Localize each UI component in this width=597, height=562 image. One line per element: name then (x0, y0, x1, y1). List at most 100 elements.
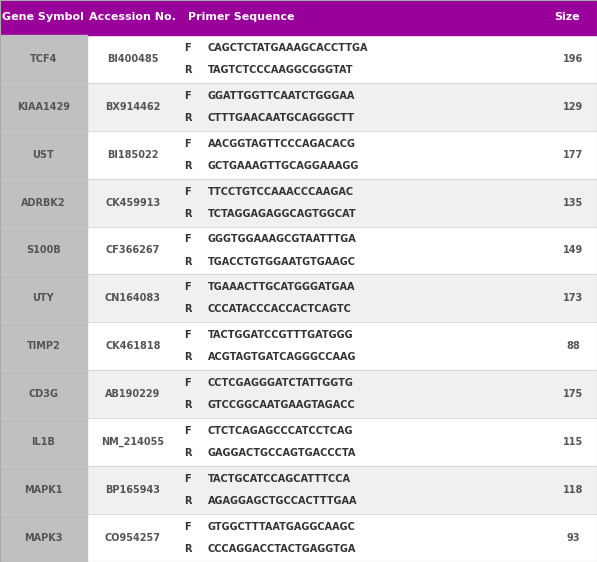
Text: R: R (184, 256, 192, 266)
Text: AGAGGAGCTGCCACTTTGAA: AGAGGAGCTGCCACTTTGAA (208, 496, 357, 506)
Bar (0, 514, 597, 562)
Text: 88: 88 (566, 341, 580, 351)
Text: R: R (184, 544, 192, 554)
Text: CCTCGAGGGATCTATTGGTG: CCTCGAGGGATCTATTGGTG (208, 378, 353, 388)
Text: GTCCGGCAATGAAGTAGACC: GTCCGGCAATGAAGTAGACC (208, 400, 355, 410)
Text: BX914462: BX914462 (105, 102, 161, 112)
Text: F: F (184, 378, 190, 388)
Text: R: R (184, 161, 192, 171)
Bar (0, 179, 597, 226)
Text: UST: UST (32, 149, 54, 160)
Text: CF366267: CF366267 (106, 246, 160, 256)
Text: 115: 115 (563, 437, 583, 447)
Text: 129: 129 (563, 102, 583, 112)
Text: GAGGACTGCCAGTGACCCTA: GAGGACTGCCAGTGACCCTA (208, 448, 356, 458)
Text: TIMP2: TIMP2 (26, 341, 60, 351)
Text: 118: 118 (563, 485, 583, 495)
Text: NM_214055: NM_214055 (101, 437, 164, 447)
Bar (0, 466, 597, 514)
Bar (0, 370, 597, 418)
Text: F: F (184, 426, 190, 436)
Bar (0, 323, 597, 370)
Text: CK459913: CK459913 (105, 198, 161, 207)
Text: CK461818: CK461818 (105, 341, 161, 351)
Bar (0, 83, 87, 131)
Text: CTCTCAGAGCCCATCCTCAG: CTCTCAGAGCCCATCCTCAG (208, 426, 353, 436)
Text: F: F (184, 282, 190, 292)
Bar (0, 226, 87, 274)
Text: MAPK3: MAPK3 (24, 533, 63, 543)
Text: GGATTGGTTCAATCTGGGAA: GGATTGGTTCAATCTGGGAA (208, 90, 355, 101)
Text: R: R (184, 209, 192, 219)
Bar (0, 35, 597, 83)
Text: TGAAACTTGCATGGGATGAA: TGAAACTTGCATGGGATGAA (208, 282, 355, 292)
Text: MAPK1: MAPK1 (24, 485, 63, 495)
Text: CCCATACCCACCACTCAGTC: CCCATACCCACCACTCAGTC (208, 305, 352, 315)
Text: F: F (184, 474, 190, 484)
Text: CAGCTCTATGAAAGCACCTTGA: CAGCTCTATGAAAGCACCTTGA (208, 43, 368, 53)
Text: F: F (184, 234, 190, 244)
Text: S100B: S100B (26, 246, 61, 256)
Text: R: R (184, 65, 192, 75)
Text: R: R (184, 496, 192, 506)
Text: ACGTAGTGATCAGGGCCAAG: ACGTAGTGATCAGGGCCAAG (208, 352, 356, 362)
Text: TGACCTGTGGAATGTGAAGC: TGACCTGTGGAATGTGAAGC (208, 256, 356, 266)
Text: UTY: UTY (32, 293, 54, 303)
Text: CTTTGAACAATGCAGGGCTT: CTTTGAACAATGCAGGGCTT (208, 113, 355, 123)
Text: BI400485: BI400485 (107, 54, 159, 64)
Text: BI185022: BI185022 (107, 149, 159, 160)
Text: AB190229: AB190229 (105, 389, 161, 399)
Text: R: R (184, 305, 192, 315)
Bar (0, 323, 87, 370)
Bar (0, 0, 597, 35)
Text: TCF4: TCF4 (30, 54, 57, 64)
Text: GTGGCTTTAATGAGGCAAGC: GTGGCTTTAATGAGGCAAGC (208, 522, 356, 532)
Text: CO954257: CO954257 (105, 533, 161, 543)
Text: F: F (184, 139, 190, 148)
Bar (0, 179, 87, 226)
Text: R: R (184, 448, 192, 458)
Bar (0, 418, 597, 466)
Text: TACTGCATCCAGCATTTCCA: TACTGCATCCAGCATTTCCA (208, 474, 351, 484)
Text: IL1B: IL1B (32, 437, 55, 447)
Text: TTCCTGTCCAAACCCAAGAC: TTCCTGTCCAAACCCAAGAC (208, 187, 354, 197)
Text: TCTAGGAGAGGCAGTGGCAT: TCTAGGAGAGGCAGTGGCAT (208, 209, 356, 219)
Bar (0, 131, 597, 179)
Text: GGGTGGAAAGCGTAATTTGA: GGGTGGAAAGCGTAATTTGA (208, 234, 356, 244)
Bar (0, 226, 597, 274)
Text: R: R (184, 113, 192, 123)
Text: GCTGAAAGTTGCAGGAAAGG: GCTGAAAGTTGCAGGAAAGG (208, 161, 359, 171)
Text: 196: 196 (563, 54, 583, 64)
Bar (0, 83, 597, 131)
Text: ADRBK2: ADRBK2 (21, 198, 66, 207)
Text: TACTGGATCCGTTTGATGGG: TACTGGATCCGTTTGATGGG (208, 330, 353, 341)
Bar (0, 466, 87, 514)
Text: Size: Size (555, 12, 580, 22)
Text: CCCAGGACCTACTGAGGTGA: CCCAGGACCTACTGAGGTGA (208, 544, 356, 554)
Text: 149: 149 (563, 246, 583, 256)
Text: R: R (184, 400, 192, 410)
Text: F: F (184, 187, 190, 197)
Text: TAGTCTCCCAAGGCGGGTAT: TAGTCTCCCAAGGCGGGTAT (208, 65, 353, 75)
Bar (0, 370, 87, 418)
Text: Gene Symbol: Gene Symbol (2, 12, 84, 22)
Text: CD3G: CD3G (28, 389, 59, 399)
Text: 177: 177 (563, 149, 583, 160)
Text: CN164083: CN164083 (105, 293, 161, 303)
Text: F: F (184, 43, 190, 53)
Text: 93: 93 (567, 533, 580, 543)
Text: KIAA1429: KIAA1429 (17, 102, 70, 112)
Text: 175: 175 (563, 389, 583, 399)
Text: Accession No.: Accession No. (90, 12, 176, 22)
Text: AACGGTAGTTCCCAGACACG: AACGGTAGTTCCCAGACACG (208, 139, 356, 148)
Text: 135: 135 (563, 198, 583, 207)
Text: BP165943: BP165943 (105, 485, 161, 495)
Text: F: F (184, 330, 190, 341)
Bar (0, 35, 87, 83)
Bar (0, 274, 597, 323)
Text: F: F (184, 90, 190, 101)
Text: Primer Sequence: Primer Sequence (188, 12, 294, 22)
Text: 173: 173 (563, 293, 583, 303)
Bar (0, 418, 87, 466)
Bar (0, 514, 87, 562)
